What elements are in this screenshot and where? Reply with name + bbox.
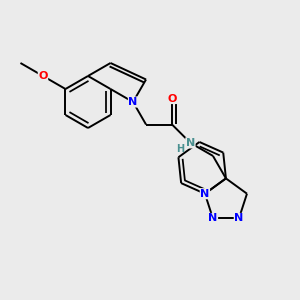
Text: N: N xyxy=(234,213,244,224)
Text: N: N xyxy=(200,189,209,199)
Text: N: N xyxy=(208,213,218,224)
Text: O: O xyxy=(38,71,48,81)
Text: H: H xyxy=(176,144,184,154)
Text: O: O xyxy=(167,94,177,103)
Text: N: N xyxy=(186,138,195,148)
Text: N: N xyxy=(128,97,138,107)
